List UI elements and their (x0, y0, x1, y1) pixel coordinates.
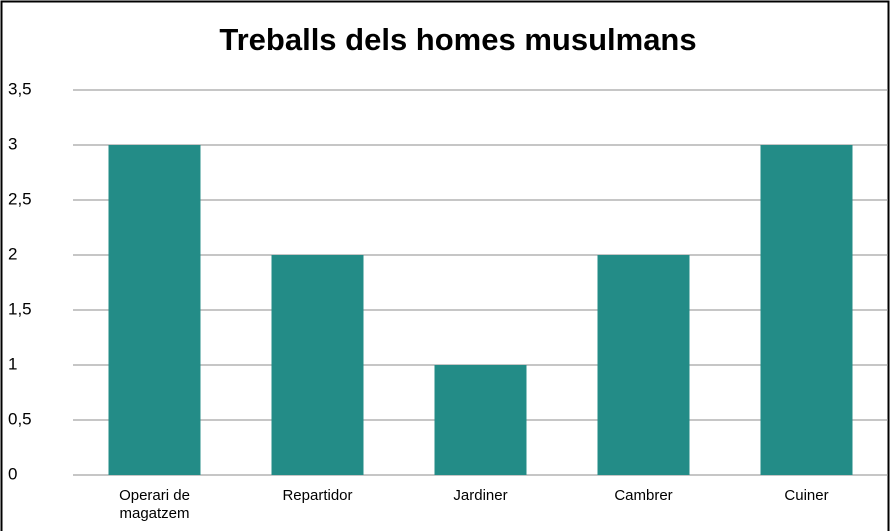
x-tick-label: Operari de magatzem (119, 487, 190, 522)
x-tick-label: Jardiner (453, 487, 508, 504)
bar (760, 145, 853, 475)
chart-title: Treballs dels homes musulmans (219, 22, 696, 57)
bar (271, 255, 364, 475)
y-tick-label: 0 (8, 464, 17, 483)
bar (434, 365, 527, 475)
y-tick-label: 3,5 (8, 79, 32, 98)
y-tick-label: 1,5 (8, 299, 32, 318)
y-tick-label: 2,5 (8, 189, 32, 208)
x-tick-label: Cuiner (784, 487, 829, 504)
y-tick-label: 1 (8, 354, 17, 373)
y-tick-label: 0,5 (8, 409, 32, 428)
x-tick-label: Cambrer (614, 487, 673, 504)
y-tick-label: 3 (8, 134, 17, 153)
y-tick-label: 2 (8, 244, 17, 263)
bar (597, 255, 690, 475)
bar (108, 145, 201, 475)
x-tick-label: Repartidor (282, 487, 353, 504)
